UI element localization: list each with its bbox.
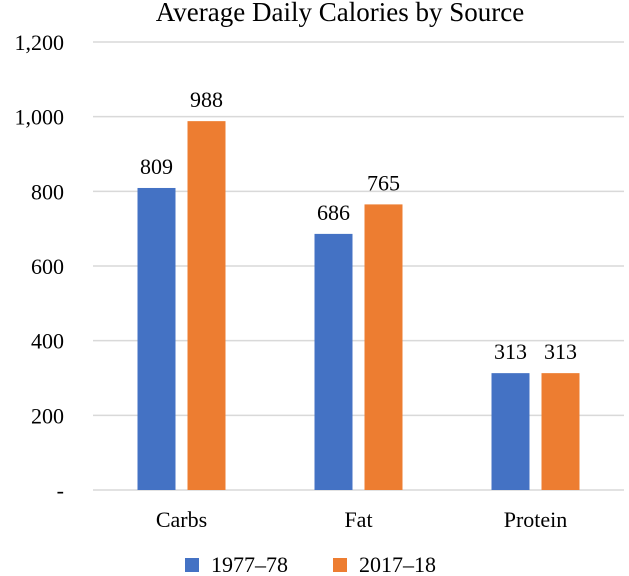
- bar: [187, 121, 226, 490]
- bar-value-label: 313: [494, 339, 527, 364]
- bar: [491, 373, 530, 490]
- x-category-label: Protein: [504, 507, 568, 532]
- y-axis-ticks: - 200 400 600 800 1,000 1,200: [15, 30, 65, 503]
- y-tick-label: 200: [31, 403, 64, 428]
- x-axis-categories: Carbs Fat Protein: [156, 507, 567, 532]
- y-tick-label: 400: [31, 329, 64, 354]
- legend: 1977–78 2017–18: [185, 552, 436, 576]
- chart-title: Average Daily Calories by Source: [156, 0, 524, 27]
- bars: [137, 121, 580, 491]
- bar: [364, 204, 403, 490]
- y-tick-label: 1,200: [15, 30, 65, 55]
- gridlines: [93, 41, 624, 491]
- y-tick-label: 1,000: [15, 105, 65, 130]
- legend-swatch: [185, 558, 199, 572]
- y-tick-label: -: [57, 478, 64, 503]
- legend-swatch: [333, 558, 347, 572]
- x-category-label: Fat: [344, 507, 372, 532]
- bar-value-label: 988: [190, 87, 223, 112]
- bar-value-label: 313: [544, 339, 577, 364]
- y-tick-label: 600: [31, 254, 64, 279]
- bar-value-label: 686: [317, 200, 350, 225]
- bar-value-label: 809: [140, 154, 173, 179]
- bar: [137, 187, 176, 490]
- bar-value-label: 765: [367, 170, 400, 195]
- y-tick-label: 800: [31, 179, 64, 204]
- bar: [541, 373, 580, 490]
- bar: [314, 233, 353, 491]
- legend-label: 1977–78: [211, 552, 288, 576]
- legend-label: 2017–18: [359, 552, 436, 576]
- bar-data-labels: 809 988 686 765 313 313: [140, 87, 577, 364]
- x-category-label: Carbs: [156, 507, 207, 532]
